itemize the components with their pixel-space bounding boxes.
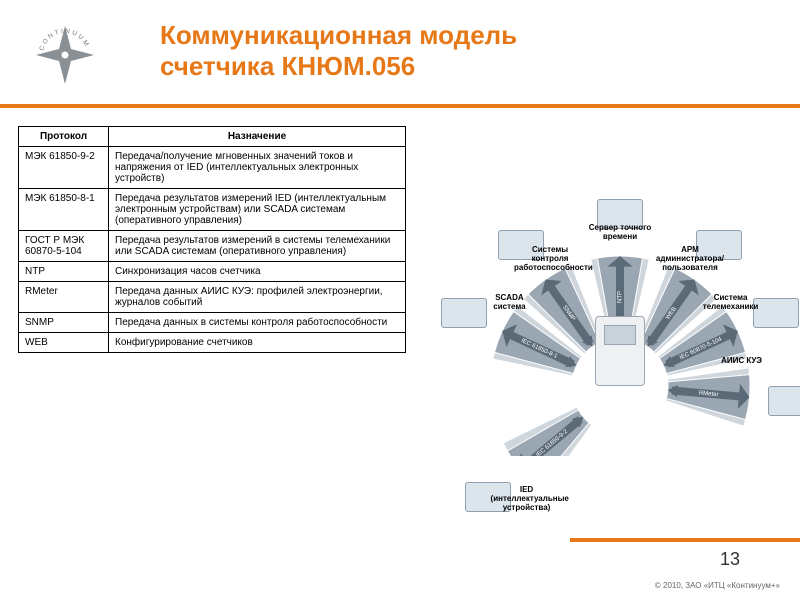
title-line-2: счетчика КНЮМ.056 bbox=[160, 51, 415, 81]
cell-protocol: МЭК 61850-8-1 bbox=[19, 189, 109, 231]
cell-purpose: Передача данных в системы контроля работ… bbox=[109, 313, 406, 333]
cell-protocol: RMeter bbox=[19, 282, 109, 313]
table-row: ГОСТ Р МЭК 60870-5-104Передача результат… bbox=[19, 231, 406, 262]
node-icon bbox=[768, 386, 800, 416]
cell-protocol: NTP bbox=[19, 262, 109, 282]
cell-protocol: ГОСТ Р МЭК 60870-5-104 bbox=[19, 231, 109, 262]
svg-text:NTP: NTP bbox=[618, 291, 624, 303]
node-label: Сервер точноговремени bbox=[580, 222, 660, 244]
meter-icon bbox=[595, 316, 645, 386]
node-label: IED(интеллектуальныеустройства) bbox=[487, 484, 567, 514]
table-row: МЭК 61850-9-2Передача/получение мгновенн… bbox=[19, 147, 406, 189]
table-row: SNMPПередача данных в системы контроля р… bbox=[19, 313, 406, 333]
node-label: Системыконтроляработоспособности bbox=[510, 244, 590, 274]
node-label: Системателемеханики bbox=[691, 292, 771, 314]
col-protocol: Протокол bbox=[19, 127, 109, 147]
cell-protocol: МЭК 61850-9-2 bbox=[19, 147, 109, 189]
cell-purpose: Передача результатов измерений в системы… bbox=[109, 231, 406, 262]
copyright: © 2010, ЗАО «ИТЦ «Континуум+» bbox=[655, 581, 780, 590]
protocol-table: Протокол Назначение МЭК 61850-9-2Передач… bbox=[18, 126, 406, 456]
header: CONTINUUM Коммуникационная модель счетчи… bbox=[0, 0, 800, 100]
title-line-1: Коммуникационная модель bbox=[160, 20, 517, 50]
top-divider bbox=[0, 104, 800, 108]
cell-purpose: Передача данных АИИС КУЭ: профилей элект… bbox=[109, 282, 406, 313]
bottom-divider bbox=[570, 538, 800, 542]
table-row: RMeterПередача данных АИИС КУЭ: профилей… bbox=[19, 282, 406, 313]
table-row: МЭК 61850-8-1Передача результатов измере… bbox=[19, 189, 406, 231]
node-label: АРМадминистратора/пользователя bbox=[650, 244, 730, 274]
table-row: NTPСинхронизация часов счетчика bbox=[19, 262, 406, 282]
communication-fan-diagram: IEC 61850-8-1SNMPNTPWEBIEC 60870-5-104RM… bbox=[420, 126, 782, 456]
node-label: АИИС КУЭ bbox=[702, 355, 782, 368]
col-purpose: Назначение bbox=[109, 127, 406, 147]
page-title: Коммуникационная модель счетчика КНЮМ.05… bbox=[160, 20, 517, 82]
cell-protocol: SNMP bbox=[19, 313, 109, 333]
cell-purpose: Передача/получение мгновенных значений т… bbox=[109, 147, 406, 189]
node-label: SCADAсистема bbox=[469, 292, 549, 314]
cell-purpose: Передача результатов измерений IED (инте… bbox=[109, 189, 406, 231]
logo-continuum: CONTINUUM bbox=[30, 20, 100, 90]
cell-protocol: WEB bbox=[19, 333, 109, 353]
cell-purpose: Синхронизация часов счетчика bbox=[109, 262, 406, 282]
table-row: WEBКонфигурирование счетчиков bbox=[19, 333, 406, 353]
cell-purpose: Конфигурирование счетчиков bbox=[109, 333, 406, 353]
page-number: 13 bbox=[720, 549, 740, 570]
